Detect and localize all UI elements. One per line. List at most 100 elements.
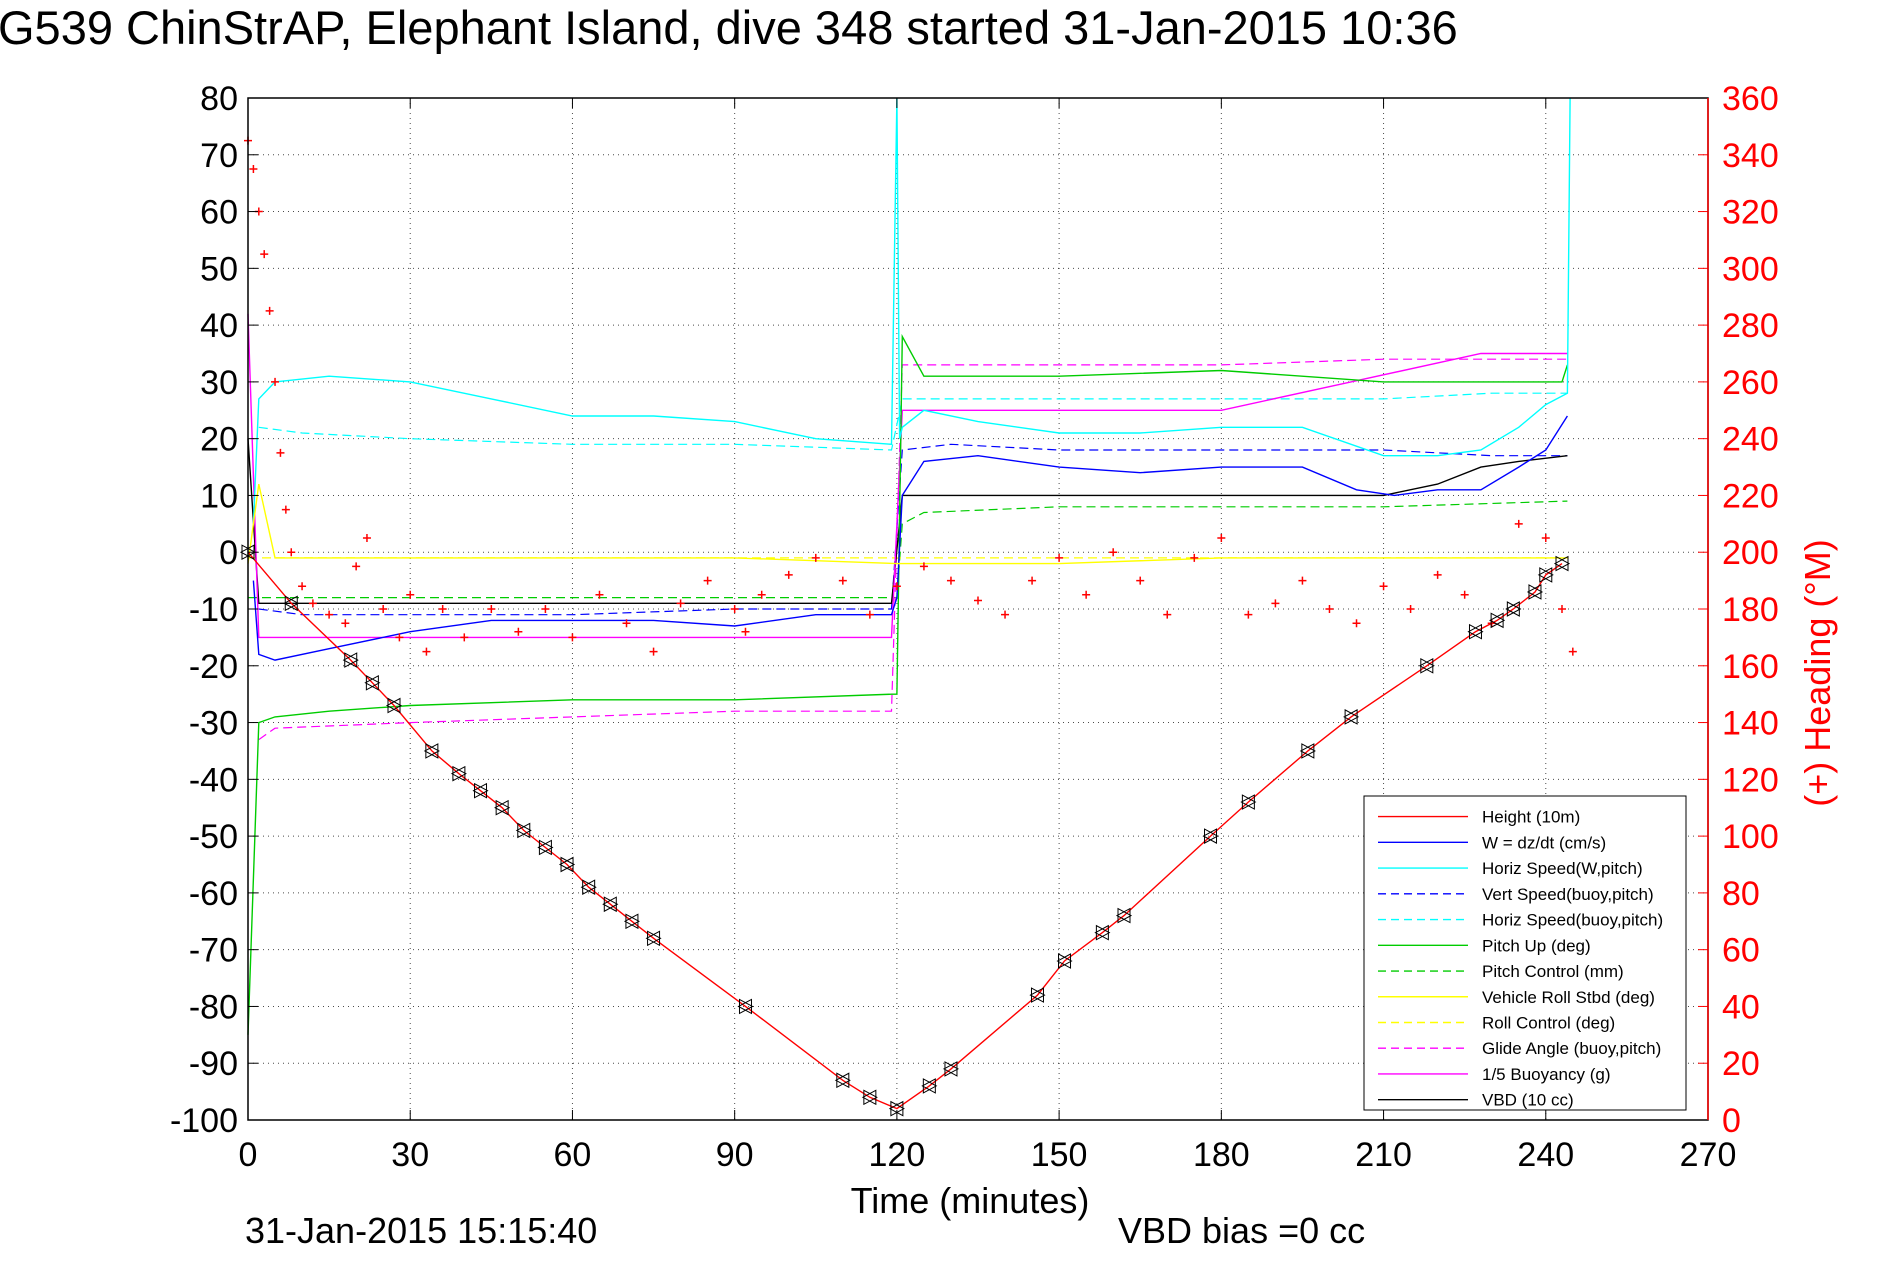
depth-marker-up — [474, 782, 489, 799]
depth-marker-up — [582, 879, 597, 896]
depth-marker-up — [1301, 743, 1316, 759]
footer-vbd-bias: VBD bias =0 cc — [1118, 1210, 1365, 1251]
y-tick-label-right: 20 — [1722, 1045, 1760, 1083]
heading-point — [649, 647, 658, 656]
depth-marker-up — [836, 1072, 851, 1089]
heading-point — [1406, 605, 1415, 613]
x-tick-label: 0 — [239, 1136, 258, 1174]
legend-label: VBD (10 cc) — [1482, 1091, 1574, 1110]
y-tick-label-left: -20 — [189, 648, 238, 686]
depth-marker-up — [1506, 601, 1522, 617]
heading-point — [1028, 576, 1037, 585]
grid — [248, 98, 1708, 1120]
y-tick-label-left: -30 — [189, 705, 238, 743]
y-tick-label-right: 340 — [1722, 137, 1779, 175]
depth-marker-up — [344, 652, 359, 668]
depth-marker-up — [922, 1078, 938, 1094]
heading-point — [622, 619, 631, 628]
x-tick-label: 240 — [1517, 1136, 1574, 1174]
heading-point — [1558, 605, 1566, 613]
depth-marker-up — [863, 1089, 878, 1106]
series-1-5-buoyancy-g — [247, 313, 1568, 639]
legend-label: Height (10m) — [1482, 808, 1580, 827]
heading-point — [341, 619, 350, 628]
heading-point — [362, 534, 371, 543]
y-tick-label-right: 120 — [1722, 761, 1779, 799]
depth-marker-up — [1420, 657, 1435, 674]
legend-box — [1363, 795, 1687, 1111]
depth-marker-up — [452, 765, 467, 782]
y-tick-label-left: -90 — [189, 1045, 238, 1083]
x-tick-label: 150 — [1031, 1136, 1088, 1174]
heading-point — [1271, 599, 1280, 608]
heading-point — [395, 633, 404, 642]
heading-point — [865, 610, 874, 619]
y-tick-label-left: 40 — [200, 307, 238, 345]
series-line — [248, 500, 1568, 599]
heading-point — [1352, 619, 1361, 628]
heading-point — [541, 605, 550, 613]
y-tick-label-right: 220 — [1722, 477, 1779, 515]
depth-marker-up — [284, 595, 300, 612]
heading-point — [1082, 590, 1091, 599]
series-line — [247, 333, 1569, 1035]
heading-point — [276, 448, 285, 457]
heading-point — [838, 576, 847, 585]
y-tick-label-left: 80 — [200, 80, 238, 118]
heading-point — [1244, 610, 1253, 619]
series-vbd-10-cc — [247, 438, 1568, 604]
y-tick-label-left: 0 — [219, 534, 238, 572]
depth-marker-up — [1117, 907, 1133, 924]
series-line — [247, 551, 1563, 1110]
y-tick-label-left: -70 — [189, 932, 238, 970]
x-tick-label: 30 — [391, 1136, 429, 1174]
depth-marker-up — [1539, 567, 1554, 583]
y-tick-label-right: 360 — [1722, 80, 1779, 118]
y-tick-label-right: 260 — [1722, 364, 1779, 402]
footer-timestamp: 31-Jan-2015 15:15:40 — [245, 1210, 597, 1251]
y-tick-label-right: 180 — [1722, 591, 1779, 629]
legend-label: 1/5 Buoyancy (g) — [1482, 1065, 1611, 1084]
heading-point — [1190, 553, 1199, 562]
y-tick-label-right: 140 — [1722, 705, 1779, 743]
depth-marker-up — [1344, 709, 1360, 725]
heading-point — [379, 605, 388, 613]
series-vert-speed-buoy-pitch — [258, 443, 1568, 616]
heading-point — [1163, 610, 1172, 619]
y-tick-label-right: 280 — [1722, 307, 1779, 345]
legend-label: Roll Control (deg) — [1482, 1013, 1615, 1032]
series-line — [258, 443, 1568, 616]
y-tick-label-left: 30 — [200, 364, 238, 402]
heading-point — [1433, 570, 1442, 579]
y-tick-label-left: 10 — [200, 477, 238, 515]
legend-label: Horiz Speed(buoy,pitch) — [1482, 911, 1663, 930]
depth-marker-up — [738, 998, 754, 1015]
heading-point — [974, 596, 982, 605]
heading-point — [1460, 590, 1469, 599]
legend-label: W = dz/dt (cm/s) — [1482, 833, 1606, 852]
heading-point — [438, 605, 447, 613]
heading-point — [784, 570, 793, 579]
y-tick-label-left: 20 — [200, 421, 238, 459]
heading-point — [260, 250, 269, 259]
heading-point — [1568, 647, 1577, 656]
heading-point — [676, 599, 685, 608]
heading-point — [946, 576, 955, 585]
heading-point — [757, 590, 766, 599]
legend-label: Vert Speed(buoy,pitch) — [1482, 885, 1654, 904]
series-line — [247, 313, 1568, 639]
y-tick-label-right: 200 — [1722, 534, 1779, 572]
heading-point — [568, 633, 577, 642]
series-line — [258, 392, 1568, 451]
depth-marker-up — [890, 1100, 905, 1117]
series-glide-angle-buoy-pitch — [258, 358, 1568, 741]
depth-marker-up — [647, 930, 662, 947]
y-tick-label-right: 240 — [1722, 421, 1779, 459]
depth-marker-up — [1058, 953, 1073, 969]
heading-point — [730, 605, 739, 613]
heading-point — [1055, 553, 1064, 562]
depth-marker-up — [1490, 612, 1506, 629]
heading-point — [287, 548, 296, 557]
depth-marker-up — [625, 913, 640, 930]
